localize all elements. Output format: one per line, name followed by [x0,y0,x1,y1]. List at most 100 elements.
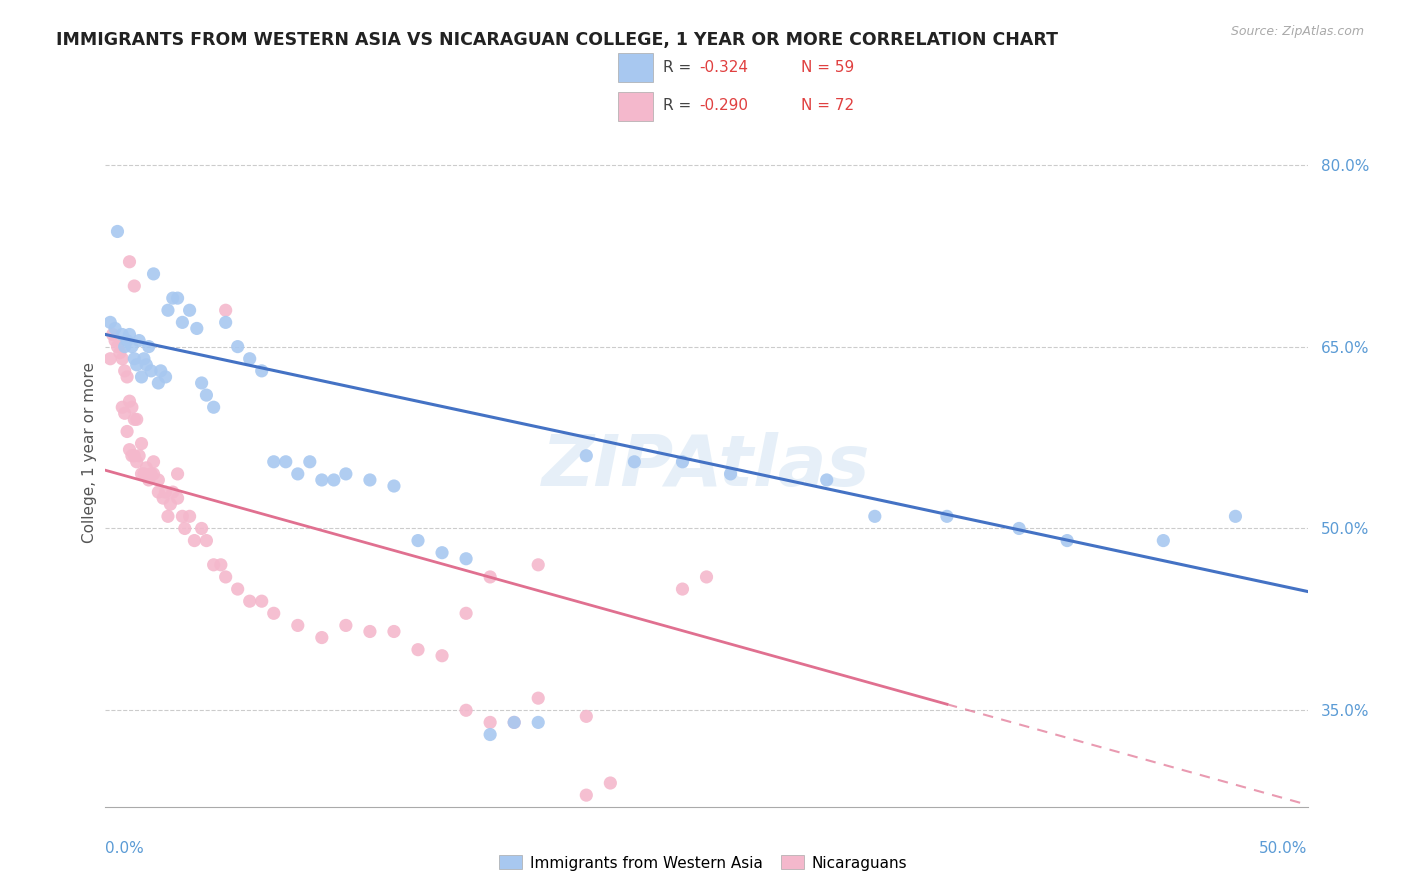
Point [131,436,153,450]
Text: R =: R = [664,60,696,75]
Point [406,533,429,548]
Point [118,327,141,342]
Point [124,279,146,293]
Point [936,509,959,524]
Text: R =: R = [664,98,696,113]
Point [118,254,141,268]
Text: Source: ZipAtlas.com: Source: ZipAtlas.com [1230,25,1364,38]
Point [239,594,262,608]
Point [172,509,194,524]
Point [263,607,285,621]
Point [162,485,184,500]
Point [148,473,170,487]
Text: ZIPAtlas: ZIPAtlas [543,433,870,501]
Point [101,327,124,342]
Point [183,533,205,548]
Point [720,467,742,481]
Point [107,340,129,354]
Point [173,521,195,535]
Point [128,449,150,463]
Point [430,546,453,560]
Point [311,631,333,645]
Point [104,334,127,348]
Point [128,334,150,348]
Point [131,467,153,481]
Point [148,485,170,500]
Point [135,358,157,372]
Point [239,351,262,366]
Point [172,315,194,329]
Point [111,401,134,415]
Point [1225,509,1247,524]
Point [138,473,160,487]
Point [503,715,526,730]
Point [202,558,225,572]
Point [98,351,121,366]
Point [142,467,165,481]
Point [142,455,165,469]
Point [263,455,285,469]
Point [250,364,273,378]
Point [135,460,157,475]
Legend: Immigrants from Western Asia, Nicaraguans: Immigrants from Western Asia, Nicaraguan… [499,855,907,871]
Point [107,224,129,238]
Point [671,582,693,596]
Point [527,691,550,706]
Point [214,315,236,329]
Point [139,467,162,481]
Text: 0.0%: 0.0% [105,841,145,856]
Point [623,455,645,469]
Point [202,401,225,415]
Point [287,467,309,481]
Point [382,479,405,493]
Point [124,412,146,426]
Point [166,491,188,505]
Point [1152,533,1174,548]
Point [114,364,136,378]
Point [575,449,598,463]
Point [121,401,143,415]
FancyBboxPatch shape [619,92,652,120]
Point [599,776,621,790]
Point [575,788,598,802]
Point [156,509,179,524]
Point [118,394,141,409]
Point [118,442,141,457]
Point [179,509,201,524]
Text: 50.0%: 50.0% [1260,841,1308,856]
Point [335,467,357,481]
Point [696,570,718,584]
Text: N = 59: N = 59 [801,60,855,75]
Point [527,558,550,572]
Point [479,715,502,730]
FancyBboxPatch shape [619,54,652,82]
Point [503,715,526,730]
Point [125,455,148,469]
Point [162,291,184,305]
Point [114,406,136,420]
Point [190,521,212,535]
Point [214,303,236,318]
Point [250,594,273,608]
Point [195,533,218,548]
Point [155,370,177,384]
Text: IMMIGRANTS FROM WESTERN ASIA VS NICARAGUAN COLLEGE, 1 YEAR OR MORE CORRELATION C: IMMIGRANTS FROM WESTERN ASIA VS NICARAGU… [56,31,1059,49]
Point [139,364,162,378]
Point [335,618,357,632]
Point [575,709,598,723]
Point [454,703,477,717]
Point [156,303,179,318]
Point [322,473,344,487]
Point [166,467,188,481]
Point [115,425,138,439]
Point [298,455,321,469]
Point [132,351,155,366]
Point [159,497,181,511]
Point [226,340,249,354]
Point [114,340,136,354]
Y-axis label: College, 1 year or more: College, 1 year or more [82,362,97,543]
Point [454,551,477,566]
Point [311,473,333,487]
Point [152,491,174,505]
Point [454,607,477,621]
